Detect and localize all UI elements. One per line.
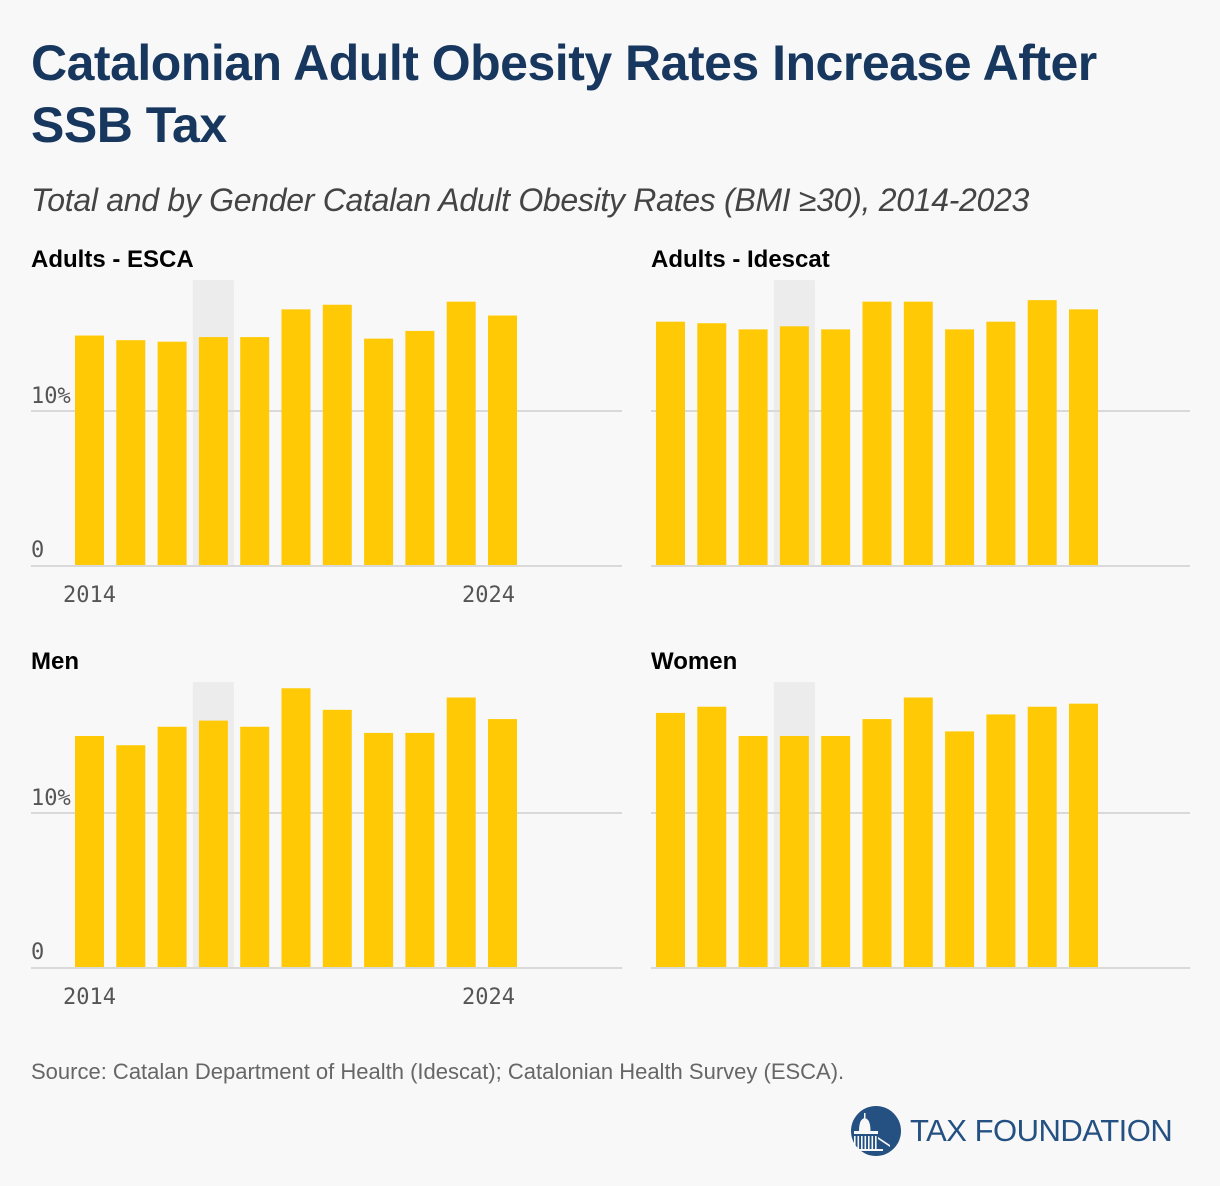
- bar-2024: [488, 719, 517, 967]
- bar-2022: [986, 321, 1016, 565]
- bar-2014: [75, 335, 104, 565]
- bar-2021: [364, 732, 394, 967]
- bar-2015: [697, 706, 727, 967]
- bar-2016: [738, 736, 768, 967]
- y-tick-label: 0: [31, 940, 44, 965]
- bar-2019: [281, 688, 311, 967]
- chart-title: Catalonian Adult Obesity Rates Increase …: [31, 35, 1097, 153]
- x-tick-label: 2024: [462, 985, 515, 1010]
- bar-2020: [903, 697, 933, 967]
- bar-2020: [903, 301, 933, 565]
- bar-2019: [862, 719, 892, 967]
- x-tick-label: 2014: [63, 985, 116, 1010]
- bar-2023: [446, 301, 476, 565]
- chart-men: 0 10% 2014 2024: [31, 682, 622, 1010]
- panel-title-adults-esca: Adults - ESCA: [31, 246, 194, 273]
- chart-adults-esca: 0 10% 2014 2024: [31, 280, 622, 608]
- bar-2021: [945, 329, 975, 565]
- bar-2019: [862, 301, 892, 565]
- bar-2021: [945, 731, 975, 967]
- logo-text: TAX FOUNDATION: [910, 1113, 1173, 1148]
- bar-2015: [116, 340, 146, 565]
- bar-2024: [488, 315, 517, 565]
- panel-title-men: Men: [31, 648, 79, 675]
- bar-2017: [198, 720, 228, 967]
- bar-2016: [157, 726, 187, 967]
- source-note: Source: Catalan Department of Health (Id…: [31, 1059, 845, 1084]
- bar-2014: [656, 321, 685, 565]
- bar-2023: [1027, 300, 1057, 565]
- y-tick-label: 10%: [31, 786, 71, 811]
- bar-2020: [322, 304, 352, 565]
- panel-title-adults-idescat: Adults - Idescat: [651, 246, 830, 273]
- bar-2017: [198, 337, 228, 565]
- bar-2022: [405, 330, 435, 565]
- bar-2016: [738, 329, 768, 565]
- bar-2023: [446, 697, 476, 967]
- capitol-dome-icon: [851, 1106, 901, 1156]
- bar-2016: [157, 341, 187, 565]
- chart-adults-idescat: [651, 280, 1190, 567]
- chart-subtitle: Total and by Gender Catalan Adult Obesit…: [31, 182, 1030, 218]
- bar-2015: [116, 745, 146, 967]
- bar-2024: [1069, 309, 1098, 565]
- y-tick-label: 10%: [31, 384, 71, 409]
- bar-2018: [240, 337, 270, 565]
- y-tick-label: 0: [31, 538, 44, 563]
- bar-2017: [779, 736, 809, 967]
- bar-2014: [656, 712, 685, 967]
- bar-2018: [821, 329, 851, 565]
- bar-2022: [986, 714, 1016, 967]
- bar-2023: [1027, 706, 1057, 967]
- bar-2017: [779, 326, 809, 565]
- x-tick-label: 2014: [63, 583, 116, 608]
- tax-foundation-logo: TAX FOUNDATION: [850, 1106, 1173, 1156]
- bar-2019: [281, 309, 311, 565]
- bar-2014: [75, 736, 104, 967]
- bar-2015: [697, 323, 727, 565]
- bar-2018: [240, 726, 270, 967]
- x-tick-label: 2024: [462, 583, 515, 608]
- panel-title-women: Women: [651, 648, 738, 675]
- bar-2021: [364, 338, 394, 565]
- chart-women: [651, 682, 1190, 969]
- bar-2022: [405, 732, 435, 967]
- bar-2020: [322, 709, 352, 967]
- bar-2018: [821, 736, 851, 967]
- bar-2024: [1069, 703, 1098, 967]
